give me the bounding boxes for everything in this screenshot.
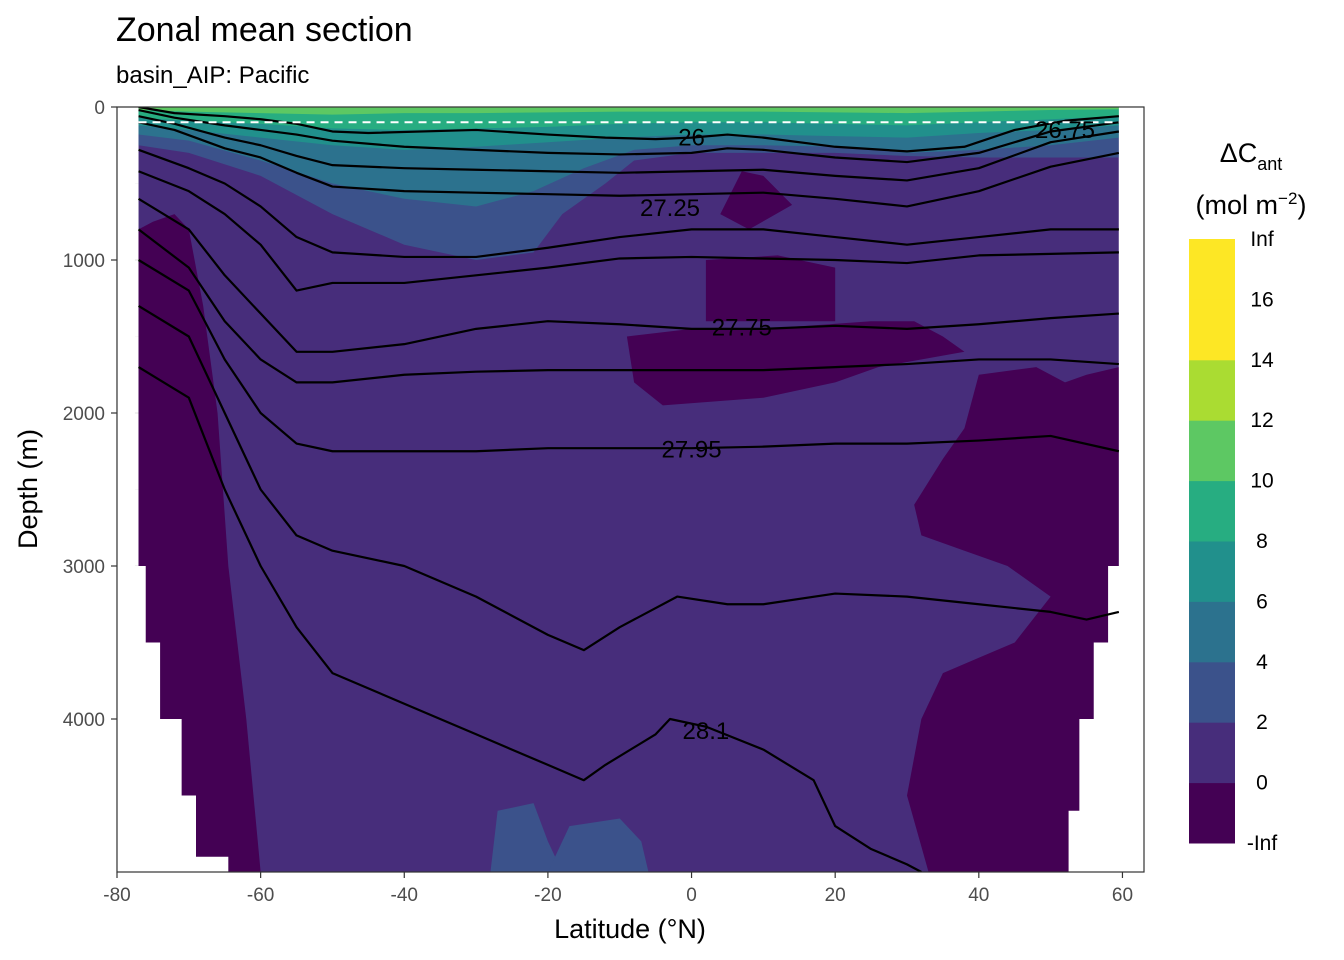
bathymetry-north <box>1068 107 1144 872</box>
legend-tick-label: 2 <box>1256 711 1268 734</box>
isopycnal-label: 26.75 <box>1035 117 1095 144</box>
x-axis-title: Latitude (°N) <box>554 914 706 944</box>
isopycnal-lines <box>137 107 1120 872</box>
legend-tick-label: Inf <box>1250 228 1274 251</box>
legend-unit-suffix: ) <box>1297 190 1306 220</box>
legend-title-subscript: ant <box>1257 154 1282 174</box>
negative-region-equatorial-mid <box>626 321 965 406</box>
legend-tick-label: 12 <box>1250 409 1273 432</box>
isopycnal-line <box>137 304 1120 652</box>
x-tick-label: -80 <box>103 885 130 906</box>
band-2-4-deep <box>547 818 649 872</box>
y-tick-label: 4000 <box>63 710 105 731</box>
legend-tick-label: 14 <box>1250 349 1274 372</box>
legend-swatch <box>1189 601 1235 663</box>
filled-contours <box>117 107 1144 872</box>
legend-swatch <box>1189 359 1235 421</box>
legend-tick-label: 4 <box>1256 651 1268 674</box>
legend-tick-label: 16 <box>1250 288 1273 311</box>
legend-unit: (mol m−2) <box>1196 189 1307 220</box>
y-axis-title: Depth (m) <box>13 429 43 549</box>
isopycnal-labels: 26 26.75 27.25 27.75 27.95 28.1 <box>640 117 1095 745</box>
x-tick-label: 60 <box>1112 885 1133 906</box>
legend-tick-label: -Inf <box>1247 832 1278 855</box>
x-tick-label: 0 <box>686 885 697 906</box>
legend-swatch <box>1189 722 1235 784</box>
legend-unit-superscript: −2 <box>1278 189 1297 208</box>
x-tick-label: -60 <box>247 885 274 906</box>
isopycnal-label: 27.25 <box>640 195 700 222</box>
legend-colorbar <box>1189 239 1235 844</box>
legend-swatch <box>1189 661 1235 723</box>
isopycnal-label: 27.75 <box>712 314 772 341</box>
isopycnal-line <box>138 107 1119 153</box>
negative-region-north-deep <box>907 367 1119 872</box>
x-tick-label: 20 <box>825 885 846 906</box>
panel-border <box>116 106 1145 873</box>
x-tick-label: 40 <box>968 885 989 906</box>
negative-region-north-mid <box>705 255 836 322</box>
legend: ΔCant (mol m−2) -Inf 0 2 4 6 8 10 12 14 16 Inf <box>1189 138 1306 855</box>
legend-tick-label: 0 <box>1256 772 1268 795</box>
isopycnal-line <box>137 366 922 872</box>
isopycnal-line <box>138 170 1119 292</box>
plot-panel: 26 26.75 27.25 27.75 27.95 28.1 <box>116 106 1145 873</box>
band-10-12 <box>138 107 1119 115</box>
band-0-2 <box>138 107 1119 872</box>
legend-swatch <box>1189 541 1235 602</box>
band-2-4-deep <box>490 803 563 872</box>
legend-tick-labels: -Inf 0 2 4 6 8 10 12 14 16 Inf <box>1247 228 1278 855</box>
legend-swatch <box>1189 782 1235 844</box>
legend-tick-label: 6 <box>1256 590 1268 613</box>
isopycnal-label: 26 <box>678 125 705 152</box>
isopycnal-line <box>138 121 1120 208</box>
chart-title: Zonal mean section <box>116 11 413 49</box>
y-tick-label: 0 <box>94 98 105 119</box>
legend-swatch <box>1189 299 1235 361</box>
isopycnal-line <box>137 228 1119 384</box>
y-tick-label: 3000 <box>63 557 105 578</box>
legend-unit-prefix: (mol m <box>1196 190 1279 220</box>
legend-tick-label: 10 <box>1250 470 1273 493</box>
x-axis: -80 -60 -40 -20 0 20 40 60 <box>103 872 1133 906</box>
isopycnal-label: 27.95 <box>662 437 722 464</box>
isopycnal-label: 28.1 <box>683 718 730 745</box>
legend-title: ΔCant <box>1220 138 1283 174</box>
x-tick-label: -20 <box>534 885 561 906</box>
legend-swatch <box>1189 420 1235 482</box>
legend-tick-label: 8 <box>1256 530 1268 553</box>
isopycnal-line <box>137 197 1119 353</box>
y-axis: 0 1000 2000 3000 4000 <box>63 98 117 731</box>
isopycnal-line <box>138 148 1119 259</box>
isopycnal-line <box>138 115 1120 182</box>
x-tick-label: -40 <box>391 885 418 906</box>
isopycnal-line <box>137 259 1120 453</box>
y-tick-label: 1000 <box>63 251 105 272</box>
chart-subtitle: basin_AIP: Pacific <box>116 62 309 89</box>
negative-region-equatorial-core <box>720 171 793 230</box>
bathymetry-south <box>117 152 229 872</box>
legend-title-main: ΔC <box>1220 138 1258 168</box>
negative-region-southern-wall <box>138 214 261 872</box>
y-tick-label: 2000 <box>63 404 105 425</box>
isopycnal-line <box>138 108 1120 164</box>
legend-swatch <box>1189 239 1235 300</box>
legend-swatch <box>1189 480 1235 542</box>
